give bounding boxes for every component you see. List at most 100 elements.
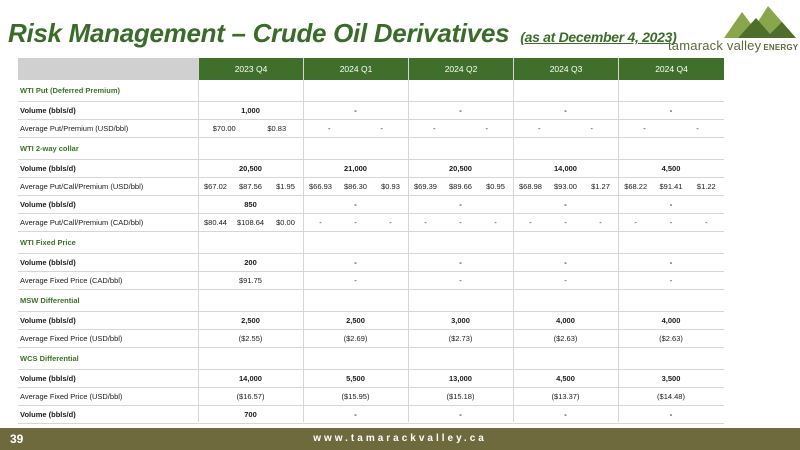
table-cell: ($2.63) [659, 334, 683, 343]
table-row: Volume (bbls/d) 200 - - - - [18, 254, 724, 272]
row-label: Average Put/Premium (USD/bbl) [20, 124, 129, 133]
table-cell: - [424, 218, 427, 227]
table-cell: 4,000 [556, 316, 575, 325]
section-header-row: MSW Differential [18, 290, 724, 312]
table-cell: 14,000 [554, 164, 577, 173]
quarter-header-cell: 2024 Q4 [618, 58, 724, 80]
table-cell: ($2.63) [553, 334, 578, 343]
table-cell: 13,000 [449, 374, 472, 383]
page-title: Risk Management – Crude Oil Derivatives … [8, 18, 677, 49]
table-cell: - [354, 276, 357, 285]
quarter-header-cell: 2023 Q4 [198, 58, 303, 80]
quarter-header-row: 2023 Q4 2024 Q1 2024 Q2 2024 Q3 2024 Q4 [18, 58, 724, 80]
table-cell: 14,000 [239, 374, 262, 383]
table-cell: $91.75 [239, 276, 262, 285]
row-label: Average Fixed Price (USD/bbl) [20, 392, 123, 401]
column-divider [408, 58, 409, 422]
quarter-header-cell: 2024 Q2 [408, 58, 513, 80]
section-header-row: WCS Differential [18, 348, 724, 370]
table-cell: - [494, 218, 497, 227]
table-cell: - [669, 200, 673, 209]
table-cell: $69.39 [414, 182, 437, 191]
table-cell: 3,000 [451, 316, 470, 325]
page-number: 39 [10, 432, 24, 446]
table-row: Volume (bbls/d) 14,000 5,500 13,000 4,500 3,5… [18, 370, 724, 388]
table-row: Average Fixed Price (USD/bbl) ($16.57) ($1… [18, 388, 724, 406]
footer-bar: 39 www.tamarackvalley.ca [0, 428, 800, 450]
table-cell: - [354, 106, 357, 115]
table-row: Average Fixed Price (USD/bbl) ($2.55) ($2.… [18, 330, 724, 348]
table-cell: - [564, 258, 567, 267]
table-cell: - [380, 124, 384, 133]
header-lead-cell [18, 58, 198, 80]
table-cell: - [669, 410, 673, 419]
table-cell: $0.83 [267, 124, 287, 133]
table-cell: - [433, 124, 436, 133]
table-row: Average Put/Call/Premium (USD/bbl) $67.02… [18, 178, 724, 196]
table-cell: - [354, 410, 357, 419]
table-cell: - [459, 258, 462, 267]
table-cell: 20,500 [239, 164, 262, 173]
row-label: Volume (bbls/d) [20, 374, 76, 383]
table-cell: - [529, 218, 532, 227]
table-cell: $67.02 [204, 182, 227, 191]
table-row: Volume (bbls/d) 20,500 21,000 20,500 14,000 4… [18, 160, 724, 178]
table-cell: - [669, 276, 673, 285]
table-cell: ($15.95) [341, 392, 370, 401]
table-cell: 20,500 [449, 164, 472, 173]
table-row: Volume (bbls/d) 850 - - - - [18, 196, 724, 214]
table-cell: 4,000 [661, 316, 681, 325]
table-cell: $91.41 [659, 182, 683, 191]
table-cell: ($15.18) [446, 392, 475, 401]
table-cell: $68.98 [519, 182, 542, 191]
table-cell: - [564, 276, 567, 285]
company-logo: tamarack valley ENERGY [668, 4, 798, 54]
table-cell: ($2.69) [343, 334, 368, 343]
table-cell: - [354, 200, 357, 209]
table-cell: ($2.55) [238, 334, 263, 343]
row-label: Volume (bbls/d) [20, 164, 76, 173]
table-cell: ($13.37) [551, 392, 580, 401]
section-title: WTI Fixed Price [20, 238, 76, 247]
table-row: Volume (bbls/d) 2,500 2,500 3,000 4,000 4,000 [18, 312, 724, 330]
table-cell: - [705, 218, 708, 227]
title-date: (as at December 4, 2023) [520, 29, 677, 45]
section-title: WCS Differential [20, 354, 79, 363]
table-cell: - [564, 200, 567, 209]
table-cell: - [669, 218, 673, 227]
mountain-logo-icon [724, 6, 796, 38]
table-cell: - [328, 124, 331, 133]
table-cell: $1.22 [696, 182, 716, 191]
table-cell: $70.00 [212, 124, 236, 133]
row-label: Volume (bbls/d) [20, 106, 76, 115]
section-header-row: WTI Fixed Price [18, 232, 724, 254]
table-cell: - [634, 218, 637, 227]
table-row: Volume (bbls/d) 1,000 - - - - [18, 102, 724, 120]
row-label: Volume (bbls/d) [20, 316, 76, 325]
table-cell: 2,500 [346, 316, 365, 325]
table-cell: 700 [244, 410, 257, 419]
section-header-row: WTI Put (Deferred Premium) [18, 80, 724, 102]
table-cell: $68.22 [624, 182, 648, 191]
derivatives-table: WTI Put (Deferred Premium) Volume (bbls/d… [18, 80, 724, 442]
table-cell: 1,000 [241, 106, 260, 115]
table-cell: - [389, 218, 392, 227]
table-cell: - [354, 258, 357, 267]
table-cell: - [669, 106, 673, 115]
section-title: WTI 2-way collar [20, 144, 79, 153]
row-label: Average Put/Call/Premium (CAD/bbl) [20, 218, 144, 227]
row-label: Average Put/Call/Premium (USD/bbl) [20, 182, 144, 191]
table-cell: $1.95 [276, 182, 295, 191]
row-label: Volume (bbls/d) [20, 200, 76, 209]
table-cell: ($16.57) [236, 392, 265, 401]
table-cell: - [459, 218, 462, 227]
table-cell: $93.00 [554, 182, 577, 191]
column-divider [198, 58, 199, 422]
table-cell: - [696, 124, 699, 133]
table-cell: - [354, 218, 357, 227]
table-cell: 4,500 [661, 164, 681, 173]
row-label: Volume (bbls/d) [20, 410, 76, 419]
row-label: Volume (bbls/d) [20, 258, 76, 267]
website-url: www.tamarackvalley.ca [313, 433, 487, 444]
table-cell: $87.56 [239, 182, 262, 191]
